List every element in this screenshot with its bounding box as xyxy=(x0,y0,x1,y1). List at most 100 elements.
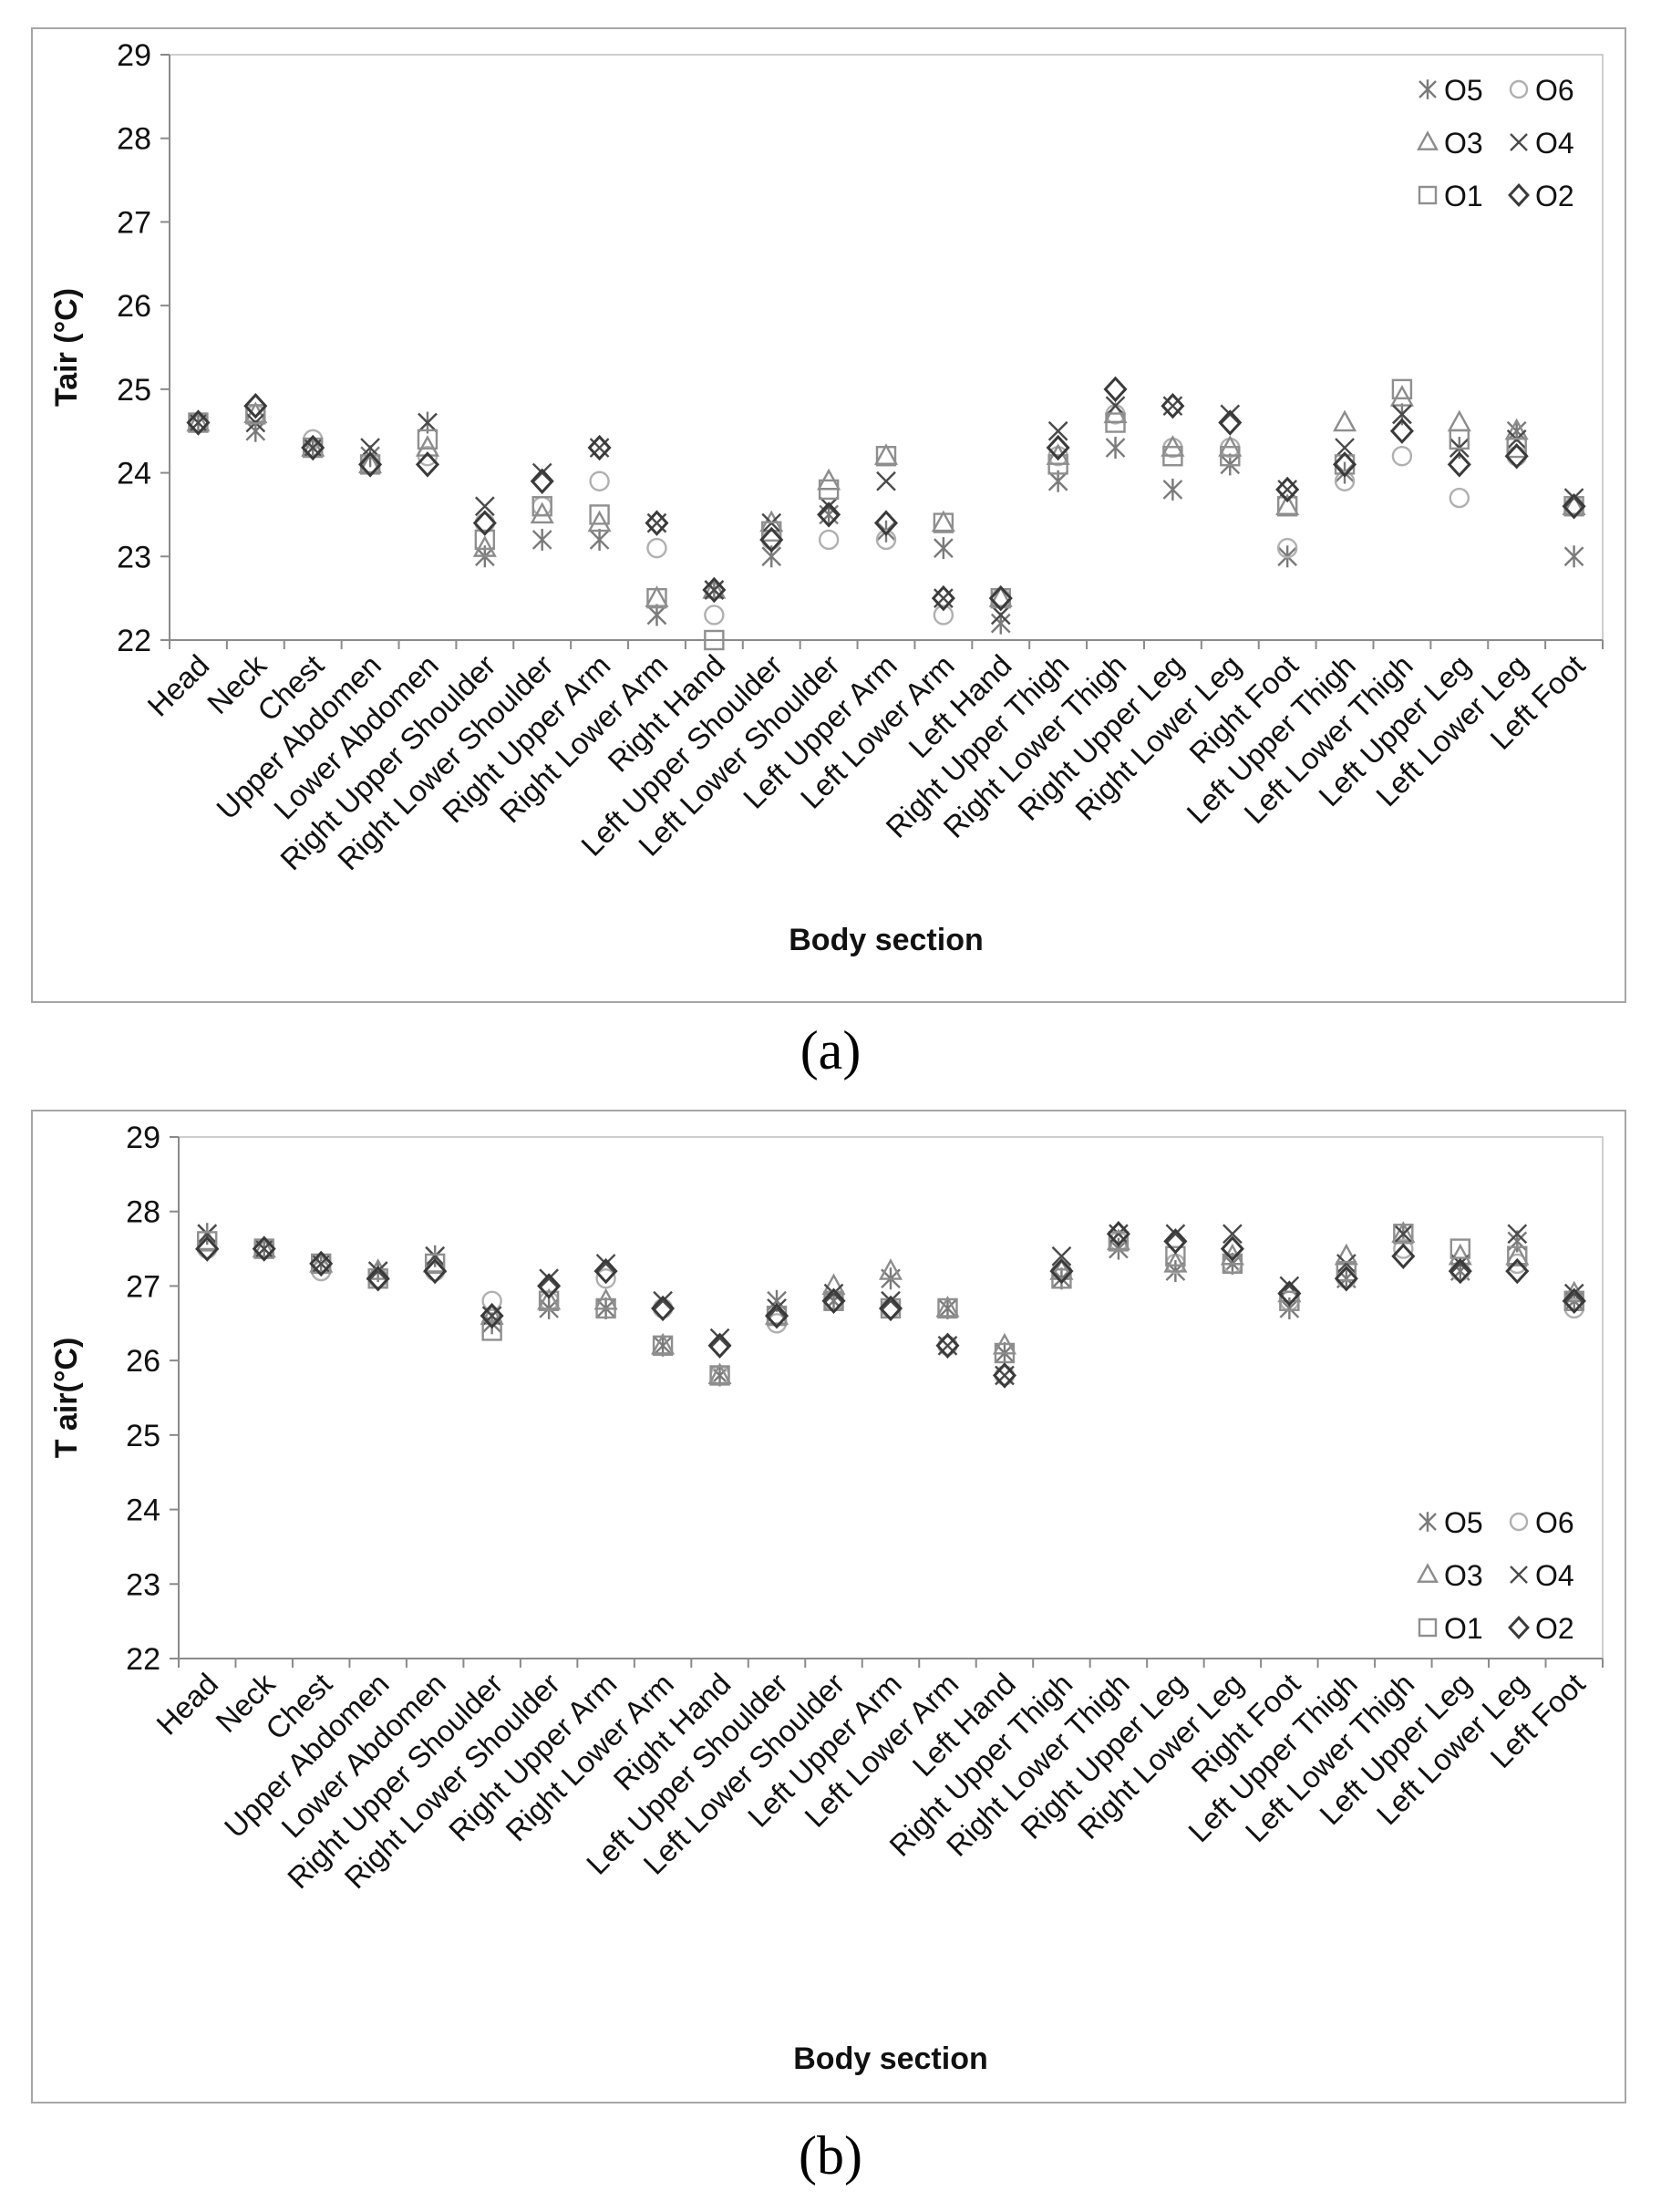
data-point-o1 xyxy=(818,479,840,501)
legend-label-o1: O1 xyxy=(1444,180,1483,212)
data-point-o2 xyxy=(935,1332,960,1359)
plot-area-border xyxy=(178,1136,1604,1659)
data-point-o2 xyxy=(480,1302,504,1329)
data-point-o1 xyxy=(481,1320,502,1341)
y-tick-label: 25 xyxy=(126,1419,160,1453)
data-point-o1 xyxy=(937,1297,958,1319)
data-point-o3 xyxy=(988,585,1013,607)
data-point-o3 xyxy=(1391,1221,1416,1243)
y-axis-title: T air(°C) xyxy=(49,1338,84,1459)
y-tick-label: 25 xyxy=(117,373,151,408)
data-point-o1 xyxy=(1279,1290,1300,1311)
data-point-o1 xyxy=(589,504,610,525)
data-point-o2 xyxy=(195,1235,220,1262)
data-point-o6 xyxy=(1391,446,1413,467)
data-point-o1 xyxy=(994,1342,1016,1364)
y-tick-label: 22 xyxy=(117,624,151,658)
data-point-o3 xyxy=(1447,409,1471,432)
data-point-o6 xyxy=(875,529,897,551)
data-point-o2 xyxy=(301,434,325,461)
data-point-o4 xyxy=(1047,420,1068,441)
legend-label-o3: O3 xyxy=(1444,1559,1483,1592)
data-point-o5 xyxy=(531,528,552,551)
data-point-o1 xyxy=(1108,1231,1130,1252)
data-point-o1 xyxy=(1222,1253,1243,1275)
data-point-o2 xyxy=(423,1257,448,1285)
data-point-o4 xyxy=(418,412,438,433)
data-point-o2 xyxy=(593,1257,618,1285)
legend-marker-o2 xyxy=(1508,182,1530,208)
data-point-o4 xyxy=(819,496,839,517)
data-point-o3 xyxy=(702,576,727,599)
data-point-o2 xyxy=(358,451,383,478)
data-point-o3 xyxy=(707,1362,732,1385)
data-point-o3 xyxy=(309,1250,334,1273)
data-point-o1 xyxy=(1220,446,1241,467)
legend-label-o3: O3 xyxy=(1444,127,1483,160)
data-point-o2 xyxy=(992,1362,1016,1389)
legend-label-o1: O1 xyxy=(1444,1612,1483,1645)
data-point-o1 xyxy=(933,512,954,533)
data-point-o3 xyxy=(935,1295,960,1318)
data-point-o4 xyxy=(595,1254,616,1274)
data-point-o4 xyxy=(1165,1224,1186,1245)
data-point-o4 xyxy=(589,438,610,458)
y-tick-label: 27 xyxy=(126,1269,160,1304)
data-point-o3 xyxy=(878,1258,903,1280)
data-point-o4 xyxy=(1220,404,1241,425)
data-point-o2 xyxy=(1046,434,1070,461)
legend-label-o2: O2 xyxy=(1535,1612,1574,1645)
chart-panel-b: 22 23 24 25 26 27 28 29 Head Neck Chest Upper Abdom… xyxy=(31,1110,1626,2103)
data-point-o3 xyxy=(873,443,899,465)
y-tick-label: 24 xyxy=(126,1494,160,1528)
chart-panel-a: 22 23 24 25 26 27 28 29 Head Neck Chest Upper Abdom… xyxy=(31,27,1626,1003)
legend-marker-o1 xyxy=(1418,1618,1438,1638)
data-point-o2 xyxy=(1334,1266,1358,1292)
data-point-o1 xyxy=(875,446,897,467)
legend-marker-o3 xyxy=(1417,1563,1439,1583)
legend-label-o4: O4 xyxy=(1535,127,1574,160)
legend-label-o2: O2 xyxy=(1535,180,1574,212)
data-point-o1 xyxy=(531,496,552,517)
data-point-o4 xyxy=(1393,1224,1414,1245)
data-point-o4 xyxy=(1162,396,1183,417)
data-point-o2 xyxy=(243,392,268,419)
data-point-o4 xyxy=(1051,1246,1072,1266)
data-point-o6 xyxy=(1276,537,1298,559)
data-point-o2 xyxy=(472,510,497,536)
data-point-o1 xyxy=(1162,446,1183,467)
data-point-o4 xyxy=(1392,404,1412,425)
data-point-o4 xyxy=(531,462,552,483)
data-point-o1 xyxy=(1051,1268,1072,1289)
y-tick-label: 22 xyxy=(126,1642,160,1677)
data-point-o4 xyxy=(197,1224,218,1245)
data-point-o5 xyxy=(589,528,610,551)
data-point-o4 xyxy=(934,588,954,608)
y-tick-label: 29 xyxy=(117,38,151,73)
data-point-o4 xyxy=(1563,1283,1584,1304)
data-point-o6 xyxy=(474,512,496,533)
data-point-o1 xyxy=(1391,378,1413,400)
legend-label-o4: O4 xyxy=(1535,1559,1574,1592)
data-point-o2 xyxy=(186,409,211,436)
data-point-o2 xyxy=(651,1295,676,1322)
data-point-o2 xyxy=(415,451,439,478)
data-point-o3 xyxy=(651,1332,676,1355)
data-point-o2 xyxy=(988,584,1013,612)
legend-label-o5: O5 xyxy=(1444,74,1483,107)
data-point-o1 xyxy=(1393,1224,1414,1245)
data-point-o3 xyxy=(186,409,211,432)
legend-marker-o2 xyxy=(1508,1615,1530,1640)
data-point-o1 xyxy=(652,1335,674,1357)
data-point-o4 xyxy=(539,1268,559,1289)
data-point-o1 xyxy=(197,1231,218,1252)
data-point-o2 xyxy=(1504,443,1529,470)
legend-marker-o6 xyxy=(1509,1512,1529,1532)
data-point-o2 xyxy=(252,1235,276,1262)
data-point-o2 xyxy=(1505,1257,1530,1285)
data-point-o4 xyxy=(767,1298,787,1318)
data-point-o2 xyxy=(1218,409,1243,436)
data-point-o4 xyxy=(1105,396,1126,417)
data-point-o3 xyxy=(931,510,955,532)
